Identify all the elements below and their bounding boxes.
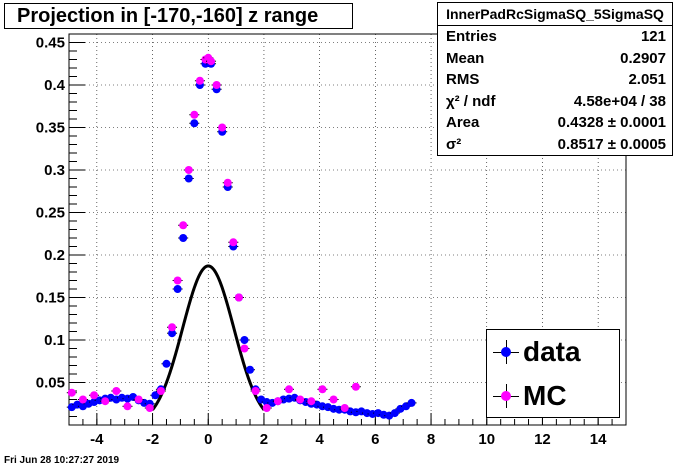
stats-label: Entries — [446, 28, 497, 45]
data-point-mc — [318, 385, 327, 394]
data-point-mc — [240, 344, 249, 353]
x-tick-label: 6 — [371, 431, 379, 448]
legend-marker-data — [501, 347, 511, 357]
fit-curve — [151, 264, 266, 411]
stats-label: Mean — [446, 49, 485, 67]
legend-label-mc: MC — [523, 380, 567, 411]
legend-marker-mc — [501, 391, 511, 401]
x-tick-label: 0 — [204, 431, 212, 448]
data-point-mc — [285, 385, 294, 394]
stats-value: 2.051 — [628, 71, 666, 89]
x-tick-label: -4 — [90, 431, 104, 448]
stats-label: Area — [446, 114, 480, 132]
data-point-mc — [145, 404, 154, 412]
data-point-mc — [329, 395, 338, 404]
data-point-mc — [307, 397, 316, 406]
series-mc — [66, 53, 361, 412]
data-point-data — [151, 391, 160, 400]
stats-value: 4.58e+04 / 38 — [573, 92, 666, 110]
data-layer — [66, 53, 417, 420]
data-point-mc — [234, 293, 243, 302]
y-tick-label: 0.4 — [44, 77, 66, 94]
data-point-mc — [112, 387, 121, 395]
data-point-mc — [262, 404, 271, 412]
data-point-mc — [207, 57, 216, 66]
data-point-mc — [90, 391, 99, 400]
stats-label: RMS — [446, 71, 480, 89]
fit-layer — [151, 264, 266, 411]
x-tick-label: 4 — [315, 431, 324, 448]
data-point-data — [240, 336, 249, 344]
data-point-mc — [101, 397, 110, 406]
x-tick-label: -2 — [146, 431, 159, 448]
stats-row-area: Area 0.4328 ± 0.0001 — [438, 112, 672, 134]
x-tick-label: 2 — [260, 431, 268, 448]
stats-row-sigma2: σ² 0.8517 ± 0.0005 — [438, 134, 672, 156]
data-point-mc — [223, 178, 232, 187]
data-point-data — [179, 234, 188, 242]
stats-value: 0.4328 ± 0.0001 — [557, 114, 666, 132]
data-point-mc — [123, 402, 132, 411]
legend-entry-mc: MC — [487, 374, 619, 418]
data-point-data — [390, 409, 399, 418]
data-point-mc — [251, 387, 260, 395]
stats-label: χ² / ndf — [446, 92, 496, 110]
stats-label: σ² — [446, 135, 462, 153]
data-point-mc — [134, 395, 143, 404]
data-point-mc — [156, 387, 165, 395]
x-tick-label: 10 — [478, 431, 495, 448]
data-point-data — [407, 398, 416, 407]
data-point-mc — [179, 221, 188, 230]
data-point-data — [184, 174, 193, 183]
stats-box: InnerPadRcSigmaSQ_5SigmaSQ Entries 121 M… — [437, 2, 673, 156]
stats-value: 0.2907 — [620, 49, 666, 67]
legend-entry-data: data — [487, 330, 619, 374]
y-tick-label: 0.15 — [36, 290, 65, 307]
stats-row-mean: Mean 0.2907 — [438, 48, 672, 70]
stats-name: InnerPadRcSigmaSQ_5SigmaSQ — [438, 3, 672, 26]
data-point-mc — [296, 395, 305, 404]
stats-row-chi2: χ² / ndf 4.58e+04 / 38 — [438, 91, 672, 113]
data-point-mc — [67, 388, 76, 397]
stats-value: 121 — [640, 28, 666, 45]
data-point-mc — [190, 110, 199, 119]
data-point-data — [162, 359, 171, 368]
legend: data MC — [486, 329, 620, 418]
data-point-mc — [78, 395, 87, 404]
y-tick-label: 0.35 — [36, 120, 65, 137]
series-data — [66, 59, 417, 420]
y-tick-label: 0.1 — [44, 332, 65, 349]
data-point-mc — [195, 76, 204, 85]
y-tick-label: 0.3 — [44, 162, 65, 179]
data-point-mc — [340, 404, 349, 412]
x-tick-label: 12 — [534, 431, 551, 448]
y-tick-label: 0.45 — [36, 35, 65, 52]
data-point-data — [246, 365, 255, 374]
data-point-mc — [218, 123, 227, 132]
data-point-data — [190, 119, 199, 128]
stats-row-rms: RMS 2.051 — [438, 69, 672, 91]
stats-row-entries: Entries 121 — [438, 26, 672, 48]
data-point-data — [168, 329, 177, 338]
data-point-mc — [351, 382, 360, 391]
data-point-data — [173, 285, 182, 293]
data-point-mc — [173, 276, 182, 285]
stats-value: 0.8517 ± 0.0005 — [557, 135, 666, 153]
data-point-mc — [212, 81, 221, 89]
timestamp: Fri Jun 28 10:27:27 2019 — [4, 455, 120, 466]
data-point-mc — [229, 238, 238, 247]
data-point-mc — [273, 397, 282, 406]
y-tick-label: 0.25 — [36, 205, 65, 222]
y-tick-label: 0.05 — [36, 375, 65, 392]
data-point-mc — [168, 323, 177, 332]
legend-label-data: data — [523, 336, 581, 367]
y-tick-label: 0.2 — [44, 247, 65, 264]
chart-title: Projection in [-170,-160] z range — [4, 3, 353, 29]
x-tick-label: 14 — [590, 431, 607, 448]
data-point-mc — [184, 166, 193, 174]
x-tick-label: 8 — [427, 431, 435, 448]
